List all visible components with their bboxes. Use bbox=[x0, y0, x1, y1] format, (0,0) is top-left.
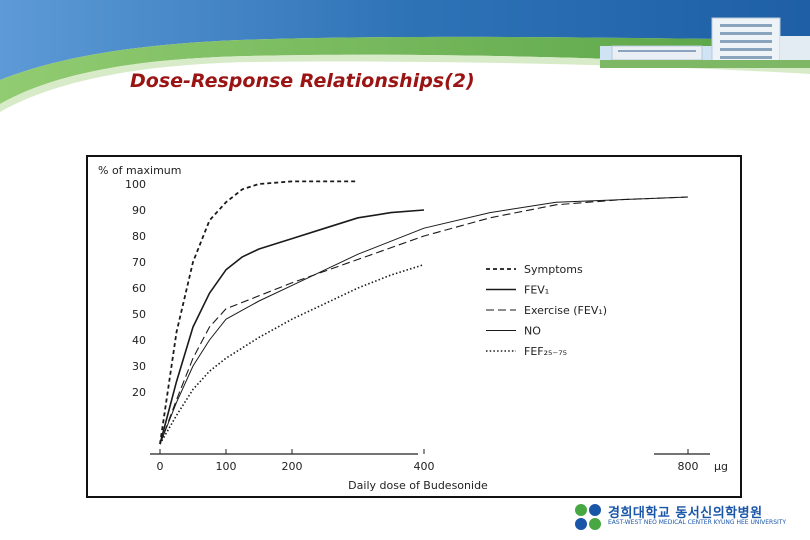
university-logo: 경희대학교 동서신의학병원 EAST-WEST NEO MEDICAL CENT… bbox=[572, 500, 804, 534]
x-tick-label: 800 bbox=[678, 460, 699, 473]
y-tick-label: 90 bbox=[132, 204, 146, 217]
x-tick-label: 400 bbox=[414, 460, 435, 473]
series-line-4 bbox=[159, 196, 689, 445]
x-axis-label: Daily dose of Budesonide bbox=[348, 479, 488, 492]
logo-name: 경희대학교 동서신의학병원 bbox=[608, 506, 763, 521]
legend-label: FEF₂₅₋₇₅ bbox=[524, 345, 567, 358]
series-line-5 bbox=[159, 263, 425, 445]
y-tick-label: 30 bbox=[132, 360, 146, 373]
series-line-2 bbox=[159, 209, 425, 445]
legend-label: FEV₁ bbox=[524, 284, 549, 297]
slide-title: Dose-Response Relationships(2) bbox=[130, 70, 475, 92]
logo-subtitle: EAST-WEST NEO MEDICAL CENTER KYUNG HEE U… bbox=[608, 519, 787, 526]
y-tick-label: 50 bbox=[132, 308, 146, 321]
x-tick-label: 0 bbox=[157, 460, 164, 473]
y-tick-label: 80 bbox=[132, 230, 146, 243]
header-banner bbox=[0, 0, 810, 112]
y-tick-label: 40 bbox=[132, 334, 146, 347]
legend-label: Symptoms bbox=[524, 263, 583, 276]
logo-mark-icon bbox=[575, 504, 601, 530]
y-tick-label: 60 bbox=[132, 282, 146, 295]
hospital-building-icon bbox=[600, 17, 810, 68]
legend-label: NO bbox=[524, 325, 541, 338]
y-tick-label: 20 bbox=[132, 386, 146, 399]
legend-label: Exercise (FEV₁) bbox=[524, 304, 607, 317]
y-axis-label: % of maximum bbox=[98, 164, 181, 177]
x-tick-label: 100 bbox=[216, 460, 237, 473]
series-line-3 bbox=[159, 196, 689, 445]
chart-frame: 20 30 40 50 60 70 80 90 100% of maximum 0 100 200 40… bbox=[86, 155, 742, 498]
y-tick-label: 100 bbox=[125, 178, 146, 191]
series-line-1 bbox=[159, 180, 358, 445]
x-tick-label: 200 bbox=[282, 460, 303, 473]
x-unit-label: µg bbox=[714, 460, 728, 473]
y-tick-label: 70 bbox=[132, 256, 146, 269]
